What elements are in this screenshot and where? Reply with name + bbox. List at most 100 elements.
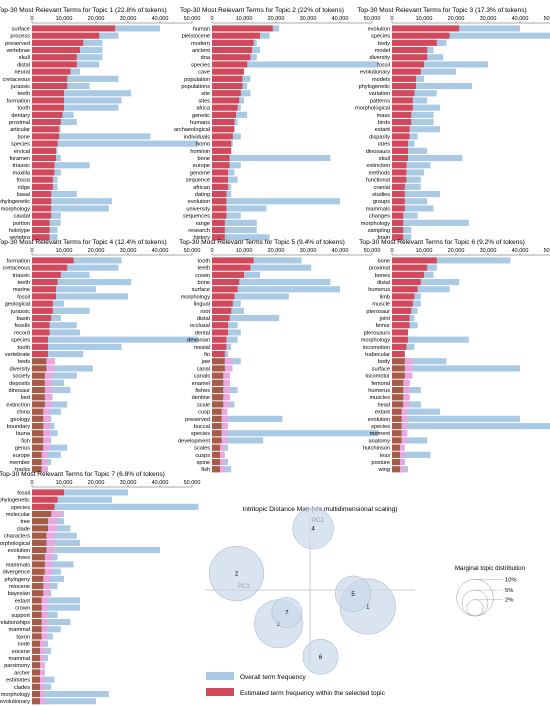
topic-frequency-bar	[32, 75, 68, 82]
overall-frequency-bar	[212, 257, 302, 264]
topic-circle-label: 6	[319, 655, 323, 661]
term-label: population	[184, 77, 210, 83]
topic-frequency-bar	[32, 408, 44, 415]
term-label: evolution	[368, 417, 390, 423]
term-label: tooth	[18, 106, 30, 112]
topic-frequency-bar	[392, 90, 415, 97]
topic-frequency-bar	[392, 372, 405, 379]
term-label: archer	[14, 670, 30, 676]
overall-frequency-bar	[32, 604, 80, 611]
topic-frequency-bar	[32, 315, 52, 322]
topic-frequency-bar	[32, 47, 80, 54]
overall-frequency-bar	[392, 83, 472, 90]
tick-label: 20,000	[88, 248, 105, 254]
term-label: pleistocene	[182, 34, 210, 40]
overall-frequency-bar	[392, 147, 428, 154]
term-label: species	[11, 142, 30, 148]
overall-frequency-bar	[392, 408, 440, 415]
topic-frequency-bar	[212, 162, 230, 169]
topic-frequency-bar	[212, 198, 227, 205]
topic-frequency-bar	[392, 227, 404, 234]
panel-title: Top-30 Most Relevant Terms for Topic 6 (…	[359, 239, 525, 246]
topic-frequency-bar	[212, 372, 224, 379]
term-label: articular	[10, 127, 30, 133]
topic-circle-label: 4	[311, 527, 315, 533]
topic-frequency-bar	[32, 511, 52, 518]
overall-frequency-bar	[392, 336, 469, 343]
topic-frequency-bar	[32, 437, 44, 444]
topic-frequency-bar	[32, 111, 63, 118]
topic-frequency-bar	[212, 286, 238, 293]
panel-title: Top-30 Most Relevant Terms for Topic 2 (…	[180, 7, 344, 14]
term-label: groups	[373, 199, 390, 205]
term-label: phylogeny	[4, 577, 30, 583]
term-label: fossa	[17, 178, 31, 184]
topic-frequency-bar	[32, 532, 47, 539]
topic-frequency-bar	[212, 466, 220, 473]
topic-circle[interactable]	[302, 638, 339, 675]
term-label: tracks	[15, 467, 30, 473]
topic-frequency-bar	[32, 379, 45, 386]
term-label: triassic	[13, 273, 31, 279]
topic-frequency-bar	[32, 676, 40, 683]
term-label: dinosaur	[9, 388, 31, 394]
topic-frequency-bar	[212, 322, 228, 329]
topic-circle[interactable]	[292, 507, 334, 550]
overall-frequency-bar	[32, 503, 199, 510]
topic-frequency-bar	[212, 307, 232, 314]
term-label: birds	[378, 120, 390, 126]
topic-circle[interactable]	[271, 597, 303, 628]
topic-frequency-bar	[392, 329, 408, 336]
topic-frequency-bar	[392, 198, 405, 205]
term-label: mass	[377, 113, 391, 119]
tick-label: 10,000	[416, 248, 433, 254]
term-label: teeth	[18, 91, 30, 97]
term-label: dentary	[11, 113, 30, 119]
topic-frequency-bar	[212, 155, 230, 162]
topic-circle[interactable]	[334, 575, 372, 612]
topic-frequency-bar	[32, 451, 42, 458]
topic-frequency-bar	[32, 554, 45, 561]
term-label: extant	[15, 598, 31, 604]
overall-frequency-bar	[212, 430, 379, 437]
term-label: hutchinson	[363, 446, 390, 452]
topic-frequency-bar	[32, 198, 52, 205]
tick-label: 50,000	[364, 248, 381, 254]
term-label: dating	[195, 192, 210, 198]
topic-frequency-bar	[212, 387, 224, 394]
term-label: miocene	[9, 584, 30, 590]
term-label: functional	[366, 178, 390, 184]
intertopic-distance-map: Intritopic Distance Map (via multidimens…	[205, 506, 526, 675]
topic-frequency-bar	[32, 119, 61, 126]
term-label: geological	[5, 302, 30, 308]
overall-frequency-bar	[32, 205, 109, 212]
topic-circle-label: 1	[366, 605, 370, 611]
topic-frequency-bar	[392, 68, 421, 75]
topic-frequency-bar	[392, 191, 405, 198]
term-label: cave	[198, 70, 210, 76]
topic-frequency-bar	[392, 423, 402, 430]
tick-label: 30,000	[300, 248, 317, 254]
term-label: posture	[371, 460, 390, 466]
topic-frequency-bar	[32, 212, 52, 219]
term-label: geology	[10, 417, 30, 423]
topic-circle[interactable]	[208, 545, 265, 602]
topic-frequency-bar	[32, 234, 50, 241]
topic-frequency-bar	[212, 169, 228, 176]
tick-label: 50,000	[544, 248, 550, 254]
topic-frequency-bar	[212, 212, 227, 219]
topic-frequency-bar	[32, 459, 42, 466]
topic-frequency-bar	[32, 83, 68, 90]
term-label: enamel	[192, 381, 210, 387]
term-label: morphology	[1, 692, 30, 698]
topic-5-panel: Top-30 Most Relevant Terms for Topic 5 (…	[178, 239, 380, 473]
term-label: mammals	[366, 206, 390, 212]
topic-frequency-bar	[392, 155, 408, 162]
topic-frequency-bar	[32, 133, 60, 140]
topic-frequency-bar	[212, 257, 254, 264]
topic-frequency-bar	[32, 633, 42, 640]
size-legend-label: 5%	[505, 588, 513, 594]
panel-title: Top-30 Most Relevant Terms for Topic 7 (…	[0, 471, 165, 478]
topic-frequency-bar	[32, 104, 64, 111]
topic-frequency-bar	[32, 489, 64, 496]
